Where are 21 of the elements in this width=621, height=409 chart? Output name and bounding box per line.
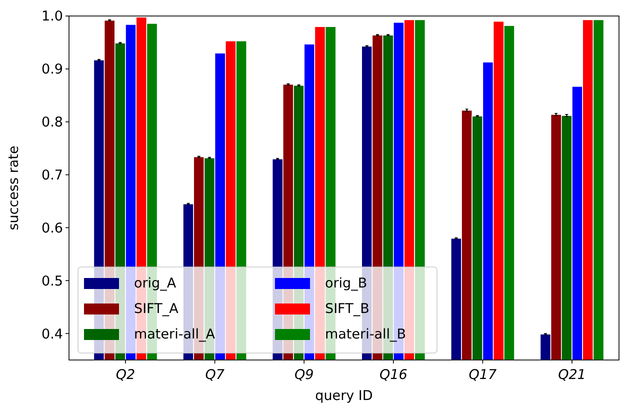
y-tick-label: 1.0 [42, 8, 63, 25]
x-tick-label: Q21 [558, 367, 586, 383]
x-tick-label: Q17 [468, 367, 498, 383]
x-tick-label: Q16 [379, 367, 408, 383]
y-tick-label: 0.7 [42, 167, 63, 184]
x-axis-title: query ID [315, 388, 373, 404]
x-tick-label: Q9 [294, 367, 314, 383]
y-tick-label: 0.8 [42, 114, 63, 131]
x-tick-label: Q7 [205, 367, 225, 383]
y-tick-label: 0.4 [42, 326, 63, 342]
legend-label: SIFT_A [134, 301, 180, 318]
y-tick-label: 0.6 [42, 220, 63, 236]
legend-label: materi-all_A [134, 326, 216, 343]
legend-label: orig_A [134, 276, 177, 292]
y-tick-label: 0.5 [42, 273, 63, 290]
legend-label: orig_B [325, 276, 368, 292]
y-tick-label: 0.9 [42, 62, 63, 78]
legend-label: SIFT_B [325, 301, 370, 318]
x-tick-label: Q2 [116, 367, 136, 383]
y-axis-title: success rate [6, 146, 22, 230]
legend-label: materi-all_B [325, 326, 406, 343]
